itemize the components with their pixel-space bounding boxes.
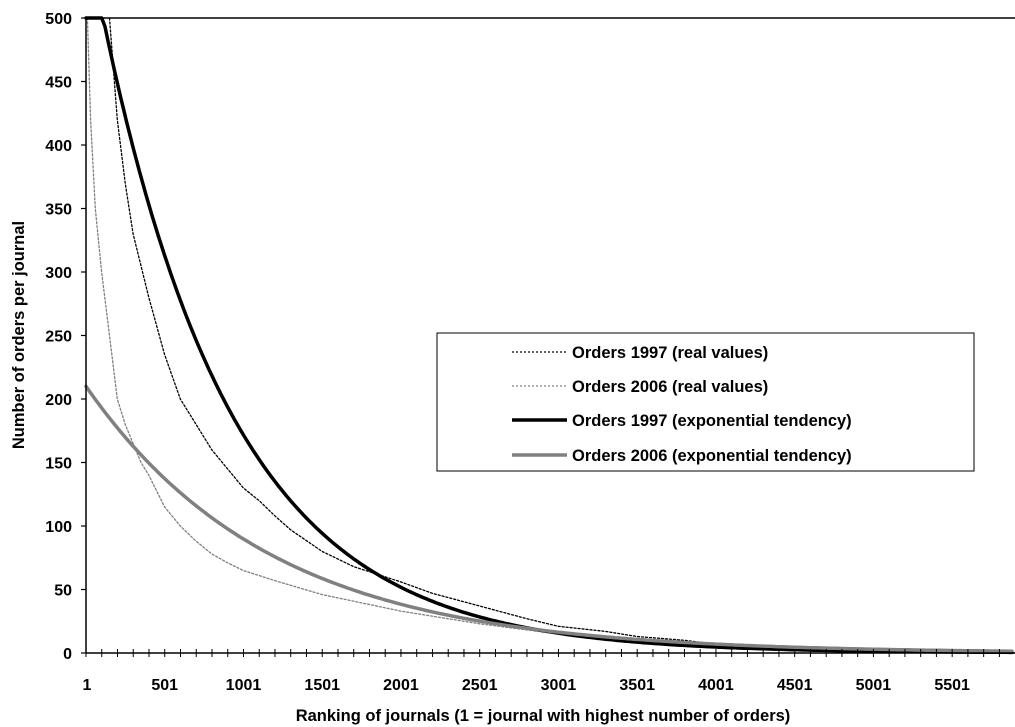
x-axis-title: Ranking of journals (1 = journal with hi… [296, 707, 791, 725]
series-line-orders-2006-exp [84, 384, 1014, 653]
x-tick-label: 2001 [383, 677, 419, 694]
y-tick-label: 250 [45, 329, 72, 346]
x-tick-label: 501 [151, 677, 178, 694]
x-tick-label: 3501 [619, 677, 655, 694]
y-tick-label: 0 [63, 646, 72, 663]
y-tick-label: 500 [45, 11, 72, 28]
y-axis-ticks: 0 50 100 150 200 250 300 350 400 450 500 [45, 11, 86, 663]
x-tick-label: 4001 [698, 677, 734, 694]
legend-label-orders-2006-real: Orders 2006 (real values) [572, 378, 768, 396]
legend-label-orders-1997-exp: Orders 1997 (exponential tendency) [572, 412, 852, 430]
x-axis-ticks: 1 501 1001 1501 2001 2501 3001 3501 4001 4501 5001… [83, 649, 1000, 694]
x-tick-label: 5001 [856, 677, 892, 694]
y-tick-label: 100 [45, 519, 72, 536]
y-tick-label: 350 [45, 202, 72, 219]
x-tick-label: 3001 [541, 677, 577, 694]
legend-label-orders-1997-real: Orders 1997 (real values) [572, 344, 768, 362]
x-tick-label: 5501 [934, 677, 970, 694]
legend: Orders 1997 (real values) Orders 2006 (r… [436, 332, 975, 472]
x-tick-label: 4501 [777, 677, 813, 694]
y-tick-label: 300 [45, 265, 72, 282]
x-tick-label: 1001 [226, 677, 262, 694]
y-tick-label: 400 [45, 138, 72, 155]
x-tick-label: 1 [83, 677, 92, 694]
x-tick-label: 2501 [462, 677, 498, 694]
y-tick-label: 50 [54, 583, 72, 600]
y-axis-title: Number of orders per journal [10, 221, 28, 449]
legend-box [436, 332, 975, 472]
y-tick-label: 450 [45, 75, 72, 92]
y-tick-label: 200 [45, 392, 72, 409]
y-tick-label: 150 [45, 456, 72, 473]
legend-label-orders-2006-exp: Orders 2006 (exponential tendency) [572, 447, 852, 465]
x-tick-label: 1501 [304, 677, 340, 694]
